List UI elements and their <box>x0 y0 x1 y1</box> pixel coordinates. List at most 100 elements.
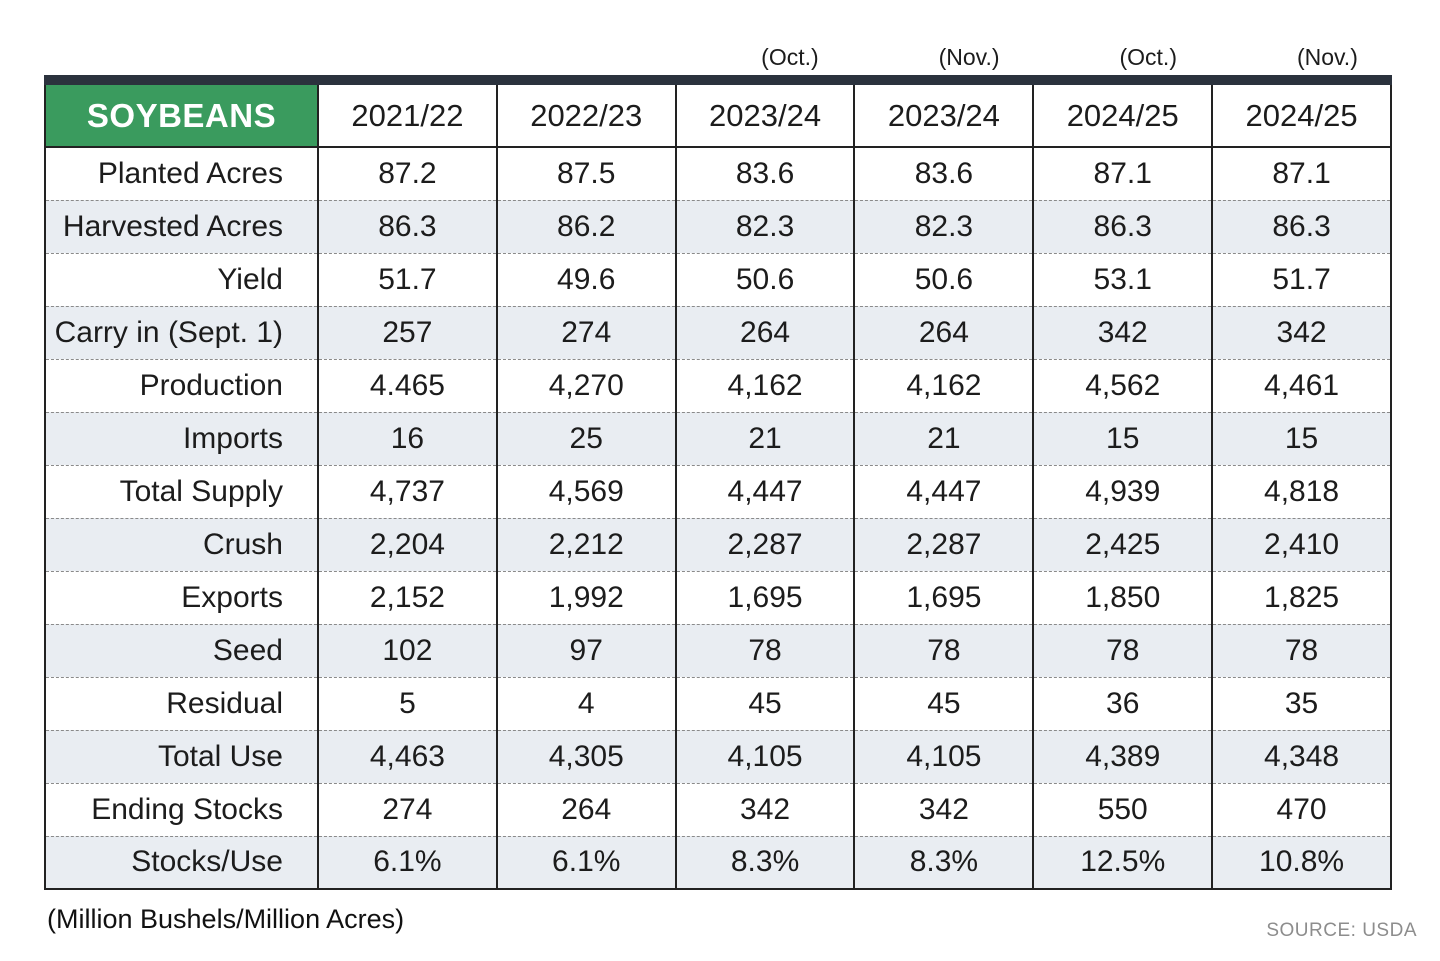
table-row: Total Supply 4,737 4,569 4,447 4,447 4,939 4,8… <box>45 464 1391 518</box>
cell-value: 257 <box>317 305 497 359</box>
row-label: Production <box>45 358 318 412</box>
cell-value: 4,463 <box>317 729 497 783</box>
year-header: 2023/24 <box>853 85 1034 148</box>
table-row: Planted Acres 87.2 87.5 83.6 83.6 87.1 87.1 <box>45 147 1391 200</box>
cell-value: 342 <box>1211 305 1391 359</box>
row-label: Stocks/Use <box>45 835 318 889</box>
cell-value: 8.3% <box>853 835 1034 889</box>
cell-value: 4,348 <box>1211 729 1391 783</box>
cell-value: 6.1% <box>317 835 497 889</box>
units-note: (Million Bushels/Million Acres) <box>47 904 405 934</box>
cell-value: 86.3 <box>1032 199 1213 253</box>
table-row: Total Use 4,463 4,305 4,105 4,105 4,389 4,348 <box>45 729 1391 783</box>
cell-value: 8.3% <box>674 835 855 889</box>
source-note: SOURCE: USDA <box>1266 920 1417 941</box>
cell-value: 78 <box>853 623 1034 677</box>
row-label: Residual <box>45 676 318 730</box>
cell-value: 102 <box>317 623 497 677</box>
cell-value: 4 <box>495 676 676 730</box>
table-row: Crush 2,204 2,212 2,287 2,287 2,425 2,410 <box>45 517 1391 571</box>
soybeans-supply-demand-figure: (Oct.) (Nov.) (Oct.) (Nov.) SOYBEANS 2021/2… <box>44 0 1417 954</box>
cell-value: 342 <box>1032 305 1213 359</box>
month-superlabel: (Nov.) <box>1296 44 1358 70</box>
cell-value: 274 <box>495 305 676 359</box>
month-superlabel: (Oct.) <box>1119 44 1177 70</box>
cell-value: 97 <box>495 623 676 677</box>
year-header: 2023/24 <box>674 85 855 148</box>
table-row: Carry in (Sept. 1) 257 274 264 264 342 342 <box>45 305 1391 359</box>
cell-value: 50.6 <box>853 252 1034 306</box>
row-label: Imports <box>45 411 318 465</box>
cell-value: 51.7 <box>317 252 497 306</box>
cell-value: 4,162 <box>674 358 855 412</box>
cell-value: 274 <box>317 782 497 836</box>
cell-value: 5 <box>317 676 497 730</box>
cell-value: 4,389 <box>1032 729 1213 783</box>
cell-value: 83.6 <box>674 147 855 200</box>
year-header: 2024/25 <box>1211 85 1391 148</box>
cell-value: 2,410 <box>1211 517 1391 571</box>
cell-value: 87.5 <box>495 147 676 200</box>
cell-value: 342 <box>674 782 855 836</box>
cell-value: 16 <box>317 411 497 465</box>
cell-value: 86.3 <box>1211 199 1391 253</box>
table-row: Production 4.465 4,270 4,162 4,162 4,562 4,461 <box>45 358 1391 412</box>
table-row: Residual 5 4 45 45 36 35 <box>45 676 1391 730</box>
cell-value: 36 <box>1032 676 1213 730</box>
cell-value: 15 <box>1211 411 1391 465</box>
cell-value: 83.6 <box>853 147 1034 200</box>
cell-value: 82.3 <box>674 199 855 253</box>
cell-value: 1,850 <box>1032 570 1213 624</box>
cell-value: 25 <box>495 411 676 465</box>
cell-value: 86.2 <box>495 199 676 253</box>
cell-value: 4.465 <box>317 358 497 412</box>
cell-value: 4,737 <box>317 464 497 518</box>
table-top-bar <box>44 75 1392 85</box>
cell-value: 4,461 <box>1211 358 1391 412</box>
table-row: Exports 2,152 1,992 1,695 1,695 1,850 1,825 <box>45 570 1391 624</box>
month-superlabel: (Oct.) <box>761 44 819 70</box>
cell-value: 50.6 <box>674 252 855 306</box>
table-row: Imports 16 25 21 21 15 15 <box>45 411 1391 465</box>
row-label: Exports <box>45 570 318 624</box>
cell-value: 2,287 <box>674 517 855 571</box>
cell-value: 4,270 <box>495 358 676 412</box>
cell-value: 78 <box>1032 623 1213 677</box>
cell-value: 78 <box>1211 623 1391 677</box>
cell-value: 53.1 <box>1032 252 1213 306</box>
month-superlabel-row: (Oct.) (Nov.) (Oct.) (Nov.) <box>44 0 1392 75</box>
cell-value: 1,992 <box>495 570 676 624</box>
cell-value: 87.1 <box>1032 147 1213 200</box>
cell-value: 2,204 <box>317 517 497 571</box>
row-label: Planted Acres <box>97 156 283 190</box>
cell-value: 1,825 <box>1211 570 1391 624</box>
cell-value: 4,162 <box>853 358 1034 412</box>
cell-value: 51.7 <box>1211 252 1391 306</box>
cell-value: 4,569 <box>495 464 676 518</box>
cell-value: 21 <box>853 411 1034 465</box>
cell-value: 4,305 <box>495 729 676 783</box>
row-label: Total Use <box>45 729 318 783</box>
cell-value: 264 <box>495 782 676 836</box>
row-label: Seed <box>45 623 318 677</box>
cell-value: 4,447 <box>674 464 855 518</box>
figure-footer: (Million Bushels/Million Acres) SOURCE: … <box>44 890 1417 954</box>
table-row: Yield 51.7 49.6 50.6 50.6 53.1 51.7 <box>45 252 1391 306</box>
cell-value: 82.3 <box>853 199 1034 253</box>
cell-value: 45 <box>853 676 1034 730</box>
row-label: Yield <box>45 252 318 306</box>
row-label: Harvested Acres <box>45 199 318 253</box>
cell-value: 21 <box>674 411 855 465</box>
cell-value: 4,939 <box>1032 464 1213 518</box>
cell-value: 4,105 <box>674 729 855 783</box>
cell-value: 86.3 <box>317 199 497 253</box>
row-label: Total Supply <box>45 464 318 518</box>
cell-value: 15 <box>1032 411 1213 465</box>
cell-value: 78 <box>674 623 855 677</box>
cell-value: 4,818 <box>1211 464 1391 518</box>
cell-value: 342 <box>853 782 1034 836</box>
cell-value: 4,447 <box>853 464 1034 518</box>
table-title: SOYBEANS <box>45 85 318 148</box>
table-row: Stocks/Use 6.1% 6.1% 8.3% 8.3% 12.5% 10.8% <box>45 835 1391 889</box>
table-row: Harvested Acres 86.3 86.2 82.3 82.3 86.3 86.3 <box>45 199 1391 253</box>
